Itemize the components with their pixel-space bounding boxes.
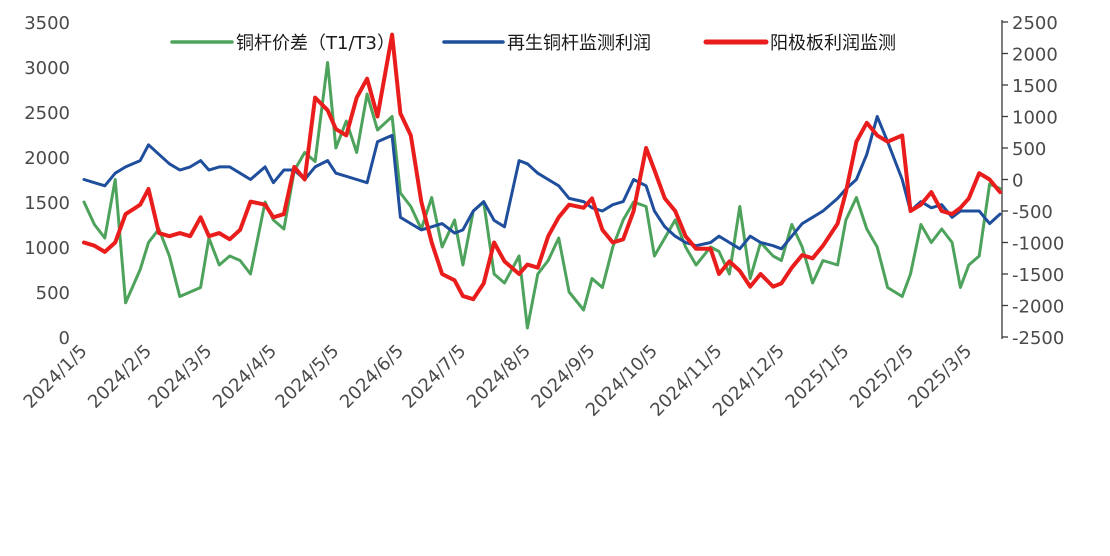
right-y-tick-label: 1500 <box>1012 76 1058 97</box>
right-y-tick-label: 500 <box>1012 139 1046 160</box>
x-tick-label: 2025/3/5 <box>904 341 976 413</box>
left-y-axis: 0 500 1000 1500 2000 2500 3000 3500 <box>24 13 70 349</box>
series-line-2 <box>82 115 1002 251</box>
left-y-tick-label: 2000 <box>24 148 70 169</box>
right-y-tick-label: 0 <box>1012 171 1023 192</box>
left-y-tick-label: 1000 <box>24 238 70 259</box>
x-axis: 2024/1/52024/2/52024/3/52024/4/52024/5/5… <box>20 341 977 421</box>
right-y-tick-label: 1000 <box>1012 108 1058 129</box>
series-layer <box>82 32 1002 330</box>
x-tick-label: 2024/2/5 <box>84 341 156 413</box>
legend-label-2: 再生铜杆监测利润 <box>507 33 651 54</box>
right-y-tick-label: -500 <box>1012 202 1053 223</box>
left-y-tick-label: 0 <box>59 328 70 349</box>
right-y-tick-label: -2000 <box>1012 297 1064 318</box>
right-y-tick-label: 2000 <box>1012 45 1058 66</box>
x-tick-label: 2024/5/5 <box>271 341 343 413</box>
left-y-tick-label: 3000 <box>24 58 70 79</box>
x-tick-label: 2025/1/5 <box>781 341 853 413</box>
right-y-tick-label: 2500 <box>1012 13 1058 34</box>
x-tick-label: 2024/4/5 <box>209 341 281 413</box>
series-line-3 <box>82 32 1002 302</box>
left-y-tick-label: 1500 <box>24 193 70 214</box>
right-y-tick-label: -2500 <box>1012 328 1064 349</box>
left-y-tick-label: 2500 <box>24 103 70 124</box>
x-tick-label: 2024/8/5 <box>463 341 535 413</box>
x-tick-label: 2024/7/5 <box>398 341 470 413</box>
right-y-axis: -2500 -2000 -1500 -1000 -500 0 500 1000 1500 2000… <box>1001 13 1064 349</box>
left-y-tick-label: 3500 <box>24 13 70 34</box>
right-y-tick-label: -1000 <box>1012 234 1064 255</box>
x-tick-label: 2024/1/5 <box>20 341 92 413</box>
legend: 铜杆价差（T1/T3） 再生铜杆监测利润 阳极板利润监测 <box>170 33 896 54</box>
x-tick-label: 2024/6/5 <box>336 341 408 413</box>
right-y-tick-label: -1500 <box>1012 265 1064 286</box>
series-line-1 <box>82 61 1002 330</box>
x-tick-label: 2024/3/5 <box>144 341 216 413</box>
left-y-tick-label: 500 <box>36 283 70 304</box>
legend-label-3: 阳极板利润监测 <box>770 33 896 54</box>
legend-label-1: 铜杆价差（T1/T3） <box>236 33 395 54</box>
